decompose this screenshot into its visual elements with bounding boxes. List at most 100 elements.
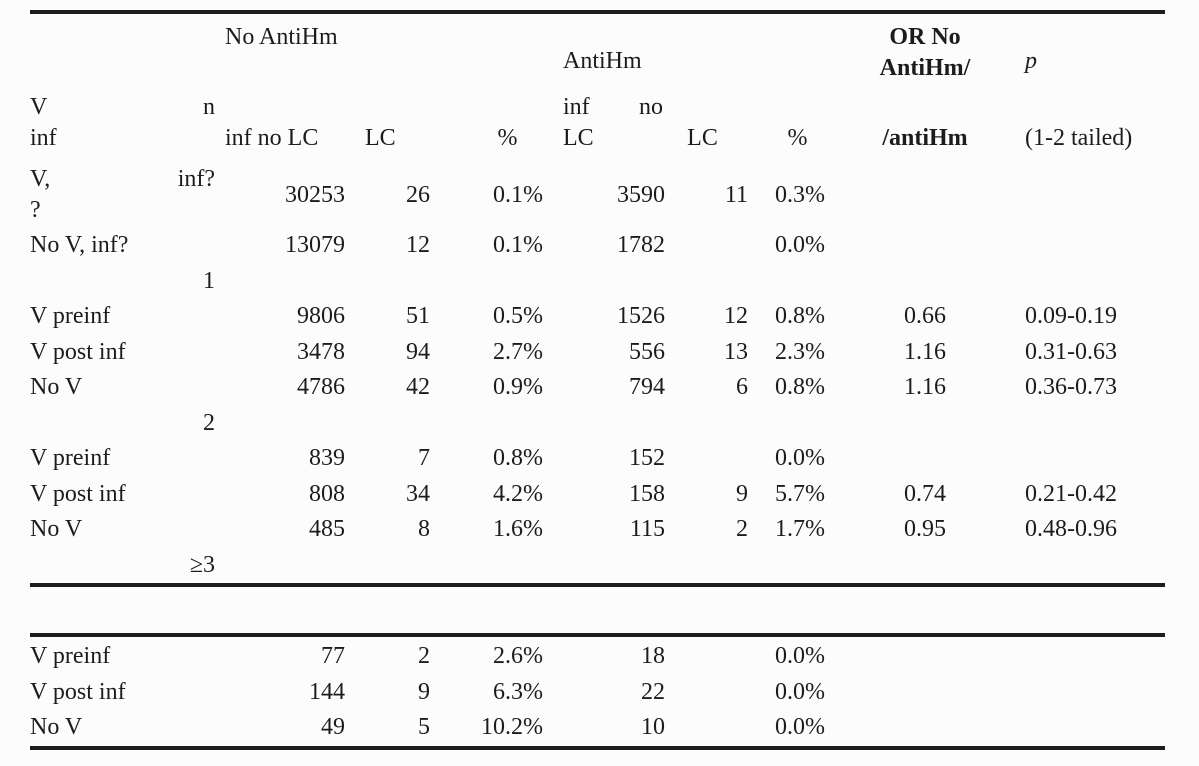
table-row: V post inf 144 9 6.3% 22 0.0%	[30, 675, 1165, 711]
cell-antihm-inf-no-lc: 22	[641, 678, 665, 705]
table-row: V post inf 3478 94 2.7% 556 13 2.3% 1.16…	[30, 335, 1165, 371]
section-b: V preinf 77 2 2.6% 18 0.0% V post inf 14…	[30, 637, 1165, 746]
cell-antihm-lc: 9	[736, 480, 748, 507]
header-pct-2: %	[787, 125, 808, 151]
mid-rule-lower	[30, 633, 1165, 637]
cell-noantihm-inf-no-lc: 839	[309, 445, 345, 472]
cell-antihm-inf-no-lc: 794	[629, 374, 665, 401]
row-label-cell: 1	[30, 264, 215, 300]
cell-noantihm-inf-no-lc: 4786	[297, 374, 345, 401]
header-or-top: OR No AntiHm/	[879, 24, 971, 81]
row-label-cell: V post inf	[30, 675, 215, 711]
row-label-right-or-n: 2	[203, 409, 215, 436]
cell-odds-ratio	[830, 228, 1000, 264]
cell-noantihm-pct	[440, 264, 555, 300]
table-bottom-rule	[30, 745, 1165, 750]
cell-odds-ratio: 0.74	[904, 480, 946, 507]
cell-antihm-inf-no-lc: 158	[629, 480, 665, 507]
cell-antihm-lc: 12	[724, 303, 748, 330]
header-antihm-no: no	[639, 94, 663, 120]
cell-antihm-inf-no-lc: 18	[641, 643, 665, 670]
table-row: 1	[30, 264, 1165, 300]
cell-p-value	[1000, 406, 1165, 442]
cell-noantihm-inf-no-lc: 30253	[285, 181, 345, 208]
cell-p-value	[1000, 162, 1165, 228]
cell-noantihm-inf-no-lc: 144	[309, 678, 345, 705]
cell-noantihm-pct: 2.6%	[493, 643, 543, 670]
row-label-cell: No V, inf?	[30, 228, 215, 264]
cell-antihm-lc	[675, 441, 755, 477]
row-label: V,	[30, 166, 51, 192]
cell-odds-ratio	[830, 710, 1000, 746]
cell-noantihm-lc: 34	[406, 480, 430, 507]
section-a: V, inf? ? 30253 26 0.1% 3590 11 0.3% No …	[30, 162, 1165, 583]
cell-noantihm-lc: 51	[406, 303, 430, 330]
cell-antihm-inf-no-lc: 10	[641, 714, 665, 741]
row-label-right-or-n: inf?	[177, 166, 215, 192]
header-no-antihm: No AntiHm inf no LC	[215, 14, 355, 162]
header-n: n	[203, 94, 215, 120]
row-label: No V	[30, 374, 83, 401]
cell-noantihm-lc: 2	[418, 643, 430, 670]
table-row: No V 4786 42 0.9% 794 6 0.8% 1.16 0.36-0…	[30, 370, 1165, 406]
cell-odds-ratio: 0.95	[904, 516, 946, 543]
row-label-line2: ?	[30, 197, 41, 223]
table-row: No V 485 8 1.6% 115 2 1.7% 0.95 0.48-0.9…	[30, 512, 1165, 548]
row-label-cell: No V	[30, 512, 215, 548]
cell-noantihm-inf-no-lc: 77	[321, 643, 345, 670]
row-label: No V	[30, 714, 83, 741]
table-row: 2	[30, 406, 1165, 442]
cell-antihm-inf-no-lc	[555, 264, 675, 300]
table-row: No V, inf? 13079 12 0.1% 1782 0.0%	[30, 228, 1165, 264]
cell-antihm-inf-no-lc: 115	[629, 516, 665, 543]
cell-antihm-lc	[675, 228, 755, 264]
row-label-cell: ≥3	[30, 548, 215, 584]
cell-p-value	[1000, 710, 1165, 746]
cell-noantihm-pct: 0.1%	[493, 181, 543, 208]
row-label: No V	[30, 516, 83, 543]
cell-odds-ratio	[830, 162, 1000, 228]
cell-odds-ratio	[830, 441, 1000, 477]
header-antihm-lc-wrap: LC	[563, 125, 594, 151]
cell-odds-ratio: 1.16	[904, 374, 946, 401]
cell-antihm-pct: 1.7%	[775, 516, 825, 543]
cell-antihm-pct: 0.0%	[775, 643, 825, 670]
cell-p-value	[1000, 548, 1165, 584]
header-lc-1: LC	[365, 125, 396, 151]
cell-noantihm-lc: 94	[406, 338, 430, 365]
cell-noantihm-inf-no-lc	[215, 264, 355, 300]
header-p: p (1-2 tailed)	[1000, 14, 1165, 162]
cell-odds-ratio	[830, 406, 1000, 442]
cell-antihm-pct	[755, 548, 830, 584]
table-row: No V 49 5 10.2% 10 0.0%	[30, 710, 1165, 746]
row-label: V preinf	[30, 643, 111, 670]
row-label-cell: V preinf	[30, 639, 215, 675]
cell-antihm-pct	[755, 264, 830, 300]
row-label-cell: V, inf? ?	[30, 162, 215, 228]
cell-noantihm-pct: 0.5%	[493, 303, 543, 330]
table-row: ≥3	[30, 548, 1165, 584]
cell-noantihm-inf-no-lc: 485	[309, 516, 345, 543]
cell-antihm-inf-no-lc	[555, 548, 675, 584]
cell-p-value: 0.36-0.73	[1025, 374, 1117, 401]
results-table: V n inf No AntiHm inf no LC LC % AntiHm …	[30, 10, 1165, 750]
header-v-inf: V	[30, 94, 48, 120]
header-no-antihm-group: No AntiHm	[225, 24, 338, 50]
header-pct-1: %	[497, 125, 518, 151]
cell-odds-ratio: 0.66	[904, 303, 946, 330]
header-lc-2: LC	[687, 125, 718, 151]
cell-odds-ratio	[830, 264, 1000, 300]
row-label: No V, inf?	[30, 232, 129, 259]
table-header: V n inf No AntiHm inf no LC LC % AntiHm …	[30, 14, 1165, 162]
cell-p-value: 0.31-0.63	[1025, 338, 1117, 365]
cell-odds-ratio	[830, 639, 1000, 675]
header-v-inf-line2: inf	[30, 125, 57, 151]
cell-noantihm-pct: 2.7%	[493, 338, 543, 365]
cell-noantihm-lc	[355, 548, 440, 584]
cell-noantihm-inf-no-lc	[215, 548, 355, 584]
cell-p-value	[1000, 675, 1165, 711]
cell-noantihm-pct: 1.6%	[493, 516, 543, 543]
cell-noantihm-inf-no-lc: 49	[321, 714, 345, 741]
header-antihm-inf: inf	[563, 94, 590, 120]
cell-noantihm-inf-no-lc: 9806	[297, 303, 345, 330]
